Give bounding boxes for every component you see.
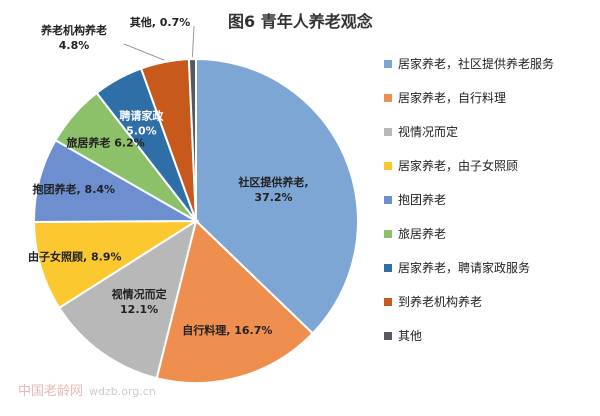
leader-line xyxy=(123,43,165,61)
slice-label: 其他, 0.7% xyxy=(130,15,191,29)
slice-labels: 社区提供养老, 37.2% 自行料理, 16.7% 视情况而定 12.1% 由子女照顾, … xyxy=(28,15,309,337)
legend-item: 抱团养老 xyxy=(384,192,596,208)
legend-label: 居家养老，自行料理 xyxy=(398,91,507,105)
legend-swatch xyxy=(384,162,392,170)
leader-line xyxy=(191,25,195,58)
legend-swatch xyxy=(384,264,392,272)
pie-slice xyxy=(187,57,197,222)
watermark-brand: 中国老龄网 xyxy=(18,384,84,399)
pie-slice xyxy=(155,219,315,384)
legend-swatch xyxy=(384,332,392,340)
slice-label: 由子女照顾, 8.9% xyxy=(28,250,122,264)
legend: 居家养老，社区提供养老服务 居家养老，自行料理 视情况而定居家养老，由子女照顾 抱团养… xyxy=(384,56,596,344)
slice-label: 聘请家政 5.0% xyxy=(119,109,164,138)
legend-item: 居家养老，聘请家政服务 xyxy=(384,260,596,276)
legend-item: 视情况而定 xyxy=(384,124,596,140)
legend-label: 抱团养老 xyxy=(398,193,447,207)
legend-label: 旅居养老 xyxy=(398,227,447,241)
pie-slice xyxy=(32,219,200,310)
legend-item: 居家养老，由子女照顾 xyxy=(384,158,596,174)
legend-swatch xyxy=(384,196,392,204)
slice-label: 视情况而定 12.1% xyxy=(112,287,167,316)
watermark-site: wdzb.org.cn xyxy=(89,385,156,398)
legend-label: 居家养老，社区提供养老服务 xyxy=(398,57,555,71)
slice-label: 养老机构养老 4.8% xyxy=(40,23,107,52)
legend-label: 居家养老，聘请家政服务 xyxy=(398,261,531,275)
slice-label: 自行料理, 16.7% xyxy=(182,323,272,337)
legend-swatch xyxy=(384,128,392,136)
watermark: 中国老龄网 wdzb.org.cn xyxy=(18,380,156,399)
leader-lines xyxy=(123,25,195,61)
legend-swatch xyxy=(384,94,392,102)
slice-label: 旅居养老 6.2% xyxy=(66,135,144,149)
legend-label: 居家养老，由子女照顾 xyxy=(398,159,519,173)
legend-label: 到养老机构养老 xyxy=(398,295,483,309)
legend-swatch xyxy=(384,230,392,238)
legend-item: 居家养老，社区提供养老服务 xyxy=(384,56,596,72)
legend-item: 居家养老，自行料理 xyxy=(384,90,596,106)
legend-item: 其他 xyxy=(384,328,596,344)
pie-slice xyxy=(57,218,198,380)
legend-item: 到养老机构养老 xyxy=(384,294,596,310)
pie-slice xyxy=(33,138,200,224)
pie-slice xyxy=(195,57,359,335)
legend-label: 其他 xyxy=(398,329,423,343)
pie-slices xyxy=(32,57,359,384)
slice-label: 社区提供养老, 37.2% xyxy=(237,175,308,204)
legend-item: 旅居养老 xyxy=(384,226,596,242)
legend-swatch xyxy=(384,298,392,306)
legend-swatch xyxy=(384,60,392,68)
legend-label: 视情况而定 xyxy=(398,125,459,139)
chart-title: 图6 青年人养老观念 xyxy=(228,12,373,31)
slice-label: 抱团养老, 8.4% xyxy=(33,182,116,196)
